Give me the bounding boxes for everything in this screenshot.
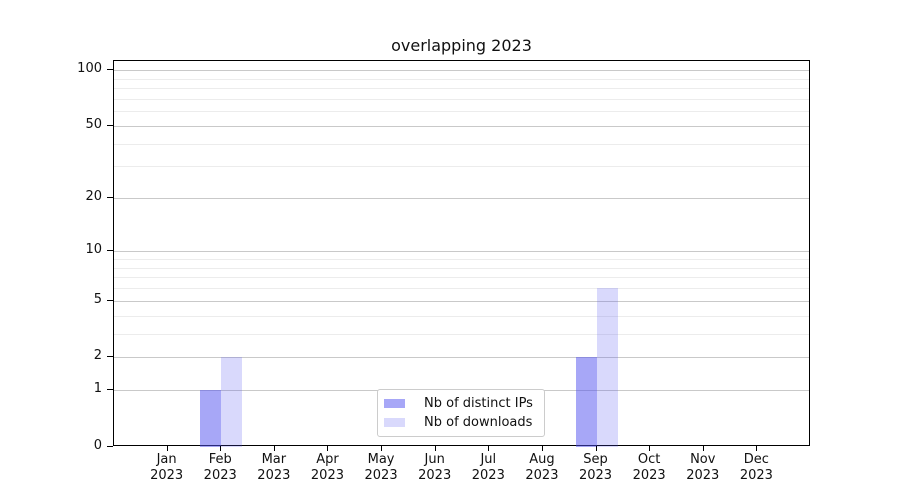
x-tick-label-jul: Jul 2023 [471,452,505,483]
y-tick-mark [107,250,113,252]
minor-gridline [114,98,809,100]
legend-row-distinct-ips: Nb of distinct IPs [384,394,536,413]
major-gridline [114,357,809,359]
minor-gridline [114,333,809,335]
y-tick-label: 0 [93,438,102,453]
x-tick-mark [434,446,436,451]
x-tick-mark [220,446,222,451]
x-tick-mark [702,446,704,451]
y-tick-mark [107,389,113,391]
legend-swatch-distinct-ips [384,399,405,408]
x-tick-label-aug: Aug 2023 [525,452,559,483]
minor-gridline [114,78,809,80]
y-tick-label: 1 [93,381,102,397]
y-tick-mark [107,197,113,199]
x-tick-mark [756,446,758,451]
chart-title: overlapping 2023 [391,36,532,55]
x-tick-label-dec: Dec 2023 [739,452,773,483]
minor-gridline [114,288,809,290]
x-tick-label-mar: Mar 2023 [257,452,291,483]
bar-sep-distinct-ips [575,357,597,447]
x-tick-mark [541,446,543,451]
x-tick-label-jun: Jun 2023 [418,452,452,483]
y-tick-mark [107,124,113,126]
x-tick-label-feb: Feb 2023 [203,452,237,483]
x-tick-mark [488,446,490,451]
x-tick-label-may: May 2023 [364,452,398,483]
y-tick-mark [107,446,113,447]
plot-area [113,60,810,447]
x-tick-label-apr: Apr 2023 [310,452,344,483]
x-tick-label-jan: Jan 2023 [150,452,184,483]
y-tick-label: 50 [85,116,102,132]
minor-gridline [114,315,809,317]
minor-gridline [114,258,809,260]
x-tick-mark [381,446,383,451]
major-gridline [114,251,809,253]
x-tick-mark [273,446,275,451]
y-tick-mark [107,69,113,70]
y-tick-label: 10 [85,242,102,258]
minor-gridline [114,143,809,145]
x-tick-label-nov: Nov 2023 [686,452,720,483]
minor-gridline [114,267,809,269]
x-tick-label-oct: Oct 2023 [632,452,666,483]
y-tick-mark [107,356,113,358]
major-gridline [114,198,809,200]
major-gridline [114,70,809,71]
major-gridline [114,125,809,127]
x-tick-mark [595,446,597,451]
legend-label-distinct-ips: Nb of distinct IPs [424,396,533,411]
legend: Nb of distinct IPs Nb of downloads [377,389,545,437]
y-tick-mark [107,299,113,301]
x-tick-label-sep: Sep 2023 [578,452,613,483]
y-tick-label: 20 [85,189,102,205]
minor-gridline [114,111,809,113]
minor-gridline [114,88,809,90]
x-tick-mark [327,446,329,451]
x-tick-mark [649,446,651,451]
legend-label-downloads: Nb of downloads [424,415,533,430]
y-tick-label: 2 [93,348,102,364]
minor-gridline [114,166,809,168]
legend-row-downloads: Nb of downloads [384,413,536,432]
bar-sep-downloads [596,288,618,447]
bar-feb-downloads [221,357,243,447]
y-tick-label: 5 [93,291,102,307]
legend-swatch-downloads [384,418,405,427]
y-tick-label: 100 [77,61,102,76]
bar-feb-distinct-ips [200,390,222,447]
major-gridline [114,300,809,302]
minor-gridline [114,277,809,279]
x-tick-mark [166,446,168,451]
